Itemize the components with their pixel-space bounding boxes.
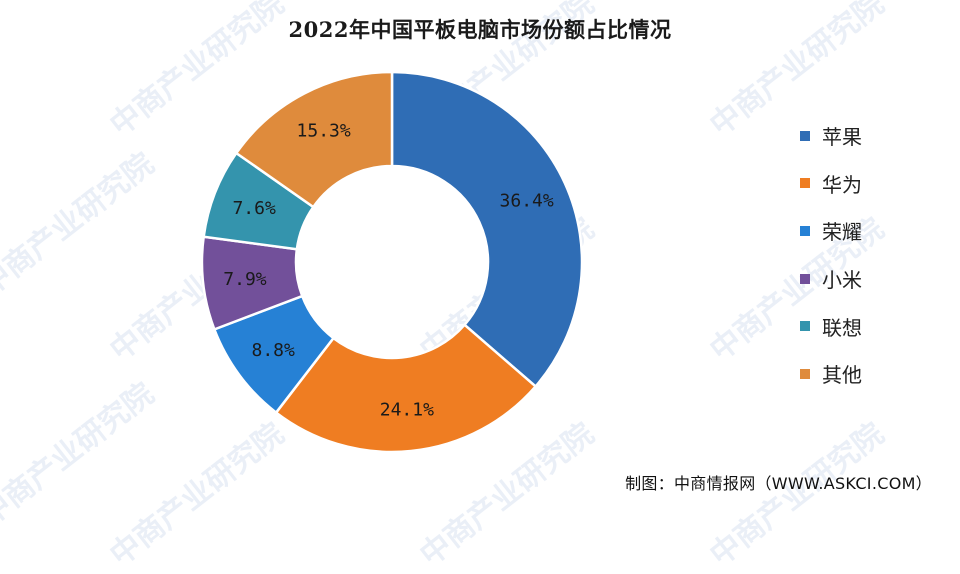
donut-slice-1 [274, 323, 538, 454]
slice-value-label-1: 24.1% [380, 399, 434, 420]
legend-label: 其他 [822, 363, 862, 388]
donut-slice-5 [234, 70, 394, 209]
donut-slice-0 [390, 70, 584, 389]
legend-label: 联想 [822, 315, 862, 340]
legend-label: 荣耀 [822, 220, 862, 245]
legend-swatch [800, 225, 810, 236]
chart-title: 2022年中国平板电脑市场份额占比情况 [288, 17, 672, 42]
chart-legend: 苹果华为荣耀小米联想其他 [800, 112, 862, 398]
slice-value-label-3: 7.9% [223, 269, 267, 290]
slice-value-label-2: 8.8% [251, 340, 295, 361]
slice-value-label-0: 36.4% [500, 191, 554, 212]
legend-label: 小米 [822, 268, 862, 293]
chart-stage: 中商产业研究院 中商产业研究院 中商产业研究院 中商产业研究院 中商产业研究院 中商产业研… [0, 0, 932, 573]
legend-label: 苹果 [822, 125, 862, 150]
legend-item-2: 荣耀 [800, 207, 862, 255]
slice-value-label-5: 15.3% [297, 121, 351, 142]
legend-swatch [800, 178, 810, 189]
legend-swatch [800, 273, 810, 284]
legend-item-3: 小米 [800, 255, 862, 303]
legend-label: 华为 [822, 172, 862, 197]
source-note: 制图：中商情报网（WWW.ASKCI.COM） [625, 474, 932, 493]
legend-swatch [800, 130, 810, 141]
legend-swatch [800, 368, 810, 379]
legend-item-1: 华为 [800, 160, 862, 208]
donut-chart: 36.4% 24.1% 8.8% 7.9% 7.6% 15.3% [200, 70, 584, 454]
legend-item-0: 苹果 [800, 112, 862, 160]
legend-item-4: 联想 [800, 302, 862, 350]
legend-swatch [800, 321, 810, 332]
legend-item-5: 其他 [800, 350, 862, 398]
slice-value-label-4: 7.6% [232, 198, 276, 219]
